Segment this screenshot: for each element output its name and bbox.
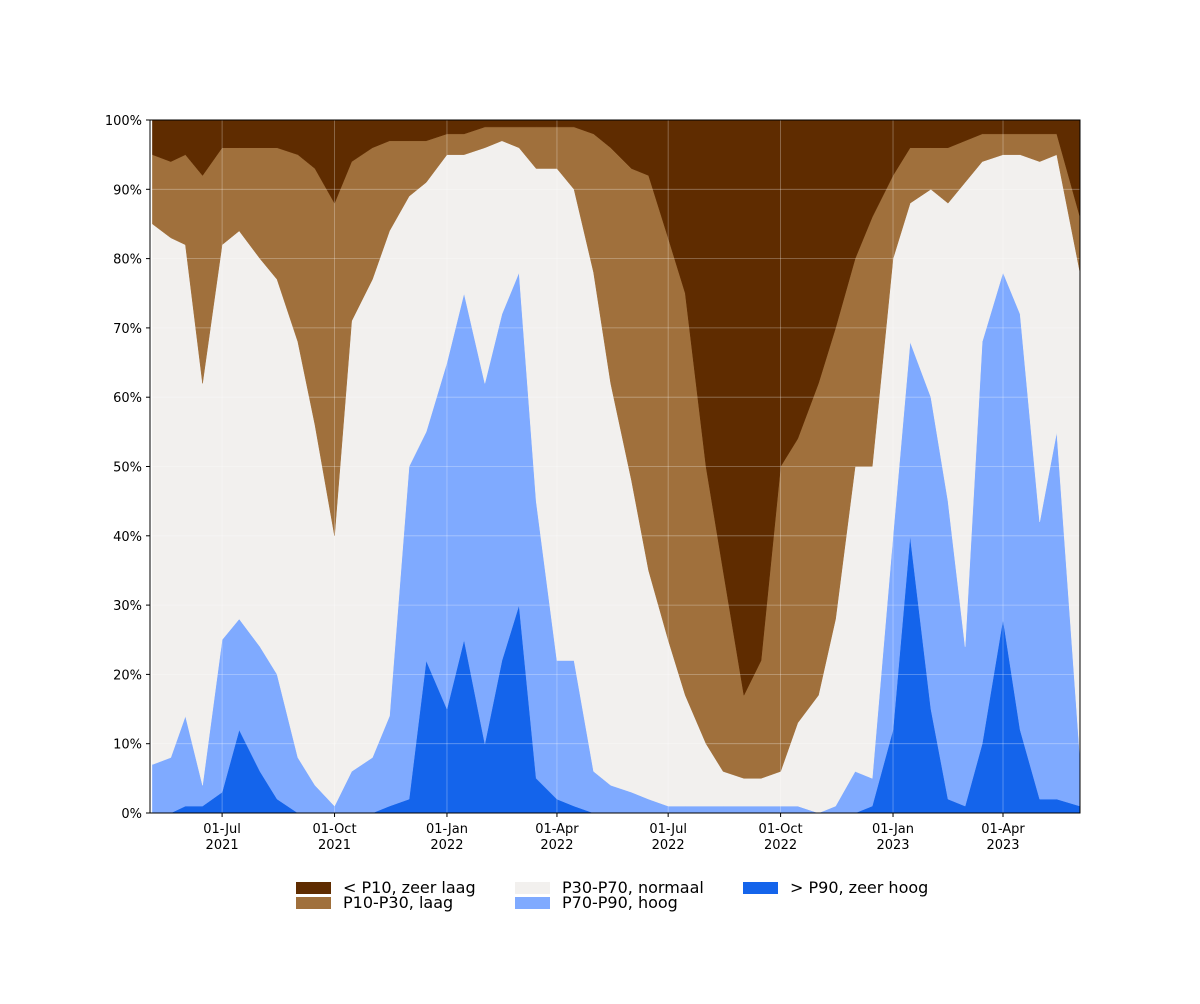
- legend-swatch: [515, 897, 550, 909]
- y-tick-label: 60%: [113, 391, 142, 406]
- legend-label: P10-P30, laag: [343, 893, 453, 912]
- legend-label: P30-P70, normaal: [562, 878, 704, 897]
- legend-swatch: [743, 882, 778, 894]
- x-tick-label: 01-Jan 2023: [872, 822, 914, 853]
- y-tick-label: 40%: [113, 530, 142, 545]
- y-tick-label: 100%: [105, 114, 142, 129]
- x-tick-label: 01-Oct 2022: [759, 822, 803, 853]
- y-tick-label: 50%: [113, 461, 142, 476]
- y-tick-label: 20%: [113, 668, 142, 683]
- x-tick-label: 01-Jul 2022: [649, 822, 687, 853]
- legend-label: > P90, zeer hoog: [790, 878, 928, 897]
- legend-swatch: [515, 882, 550, 894]
- legend-swatch: [296, 882, 331, 894]
- plot-frame: [149, 119, 1081, 814]
- x-tick-label: 01-Jan 2022: [426, 822, 468, 853]
- x-tick-label: 01-Apr 2023: [981, 822, 1025, 853]
- legend-label: < P10, zeer laag: [343, 878, 476, 897]
- y-tick-label: 10%: [113, 738, 142, 753]
- y-tick-label: 0%: [121, 807, 142, 822]
- y-tick-label: 70%: [113, 322, 142, 337]
- x-tick-label: 01-Apr 2022: [535, 822, 579, 853]
- y-tick-label: 30%: [113, 599, 142, 614]
- x-tick-label: 01-Oct 2021: [312, 822, 356, 853]
- legend-swatch: [296, 897, 331, 909]
- legend-label: P70-P90, hoog: [562, 893, 678, 912]
- y-tick-label: 80%: [113, 253, 142, 268]
- x-tick-label: 01-Jul 2021: [203, 822, 241, 853]
- y-tick-label: 90%: [113, 183, 142, 198]
